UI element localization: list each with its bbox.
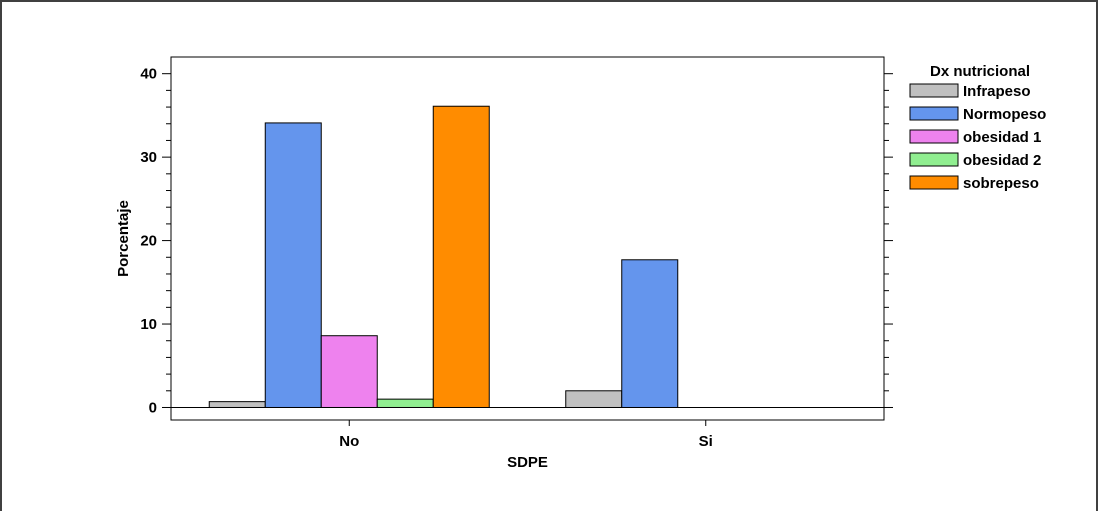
y-tick-label: 0 xyxy=(149,399,157,416)
y-ticks-layer: 0 10 20 30 40 xyxy=(140,66,893,416)
bar-normopeso xyxy=(621,259,679,408)
legend-title: Dx nutricional xyxy=(930,63,1030,80)
legend-swatch-obesidad-2 xyxy=(909,152,959,167)
legend-swatch-sobrepeso xyxy=(909,175,959,190)
y-tick-label: 30 xyxy=(140,149,157,166)
y-axis-title: Porcentaje xyxy=(115,200,132,277)
legend-label: Normopeso xyxy=(963,106,1046,123)
y-tick-label: 10 xyxy=(140,316,157,333)
legend-label: obesidad 1 xyxy=(963,129,1041,146)
y-tick-label: 40 xyxy=(140,66,157,83)
frame-border-left xyxy=(0,0,2,511)
legend-swatch-infrapeso xyxy=(909,83,959,98)
legend-label: sobrepeso xyxy=(963,175,1039,192)
plot-area-border xyxy=(170,56,885,421)
x-tick-label: Si xyxy=(699,433,713,450)
bar-normopeso xyxy=(264,122,322,408)
bar-infrapeso xyxy=(565,390,623,408)
x-axis-title: SDPE xyxy=(507,454,548,471)
axes-layer xyxy=(170,56,885,421)
x-tick-labels-layer: No Si xyxy=(339,420,713,450)
x-tick-label: No xyxy=(339,433,359,450)
bar-sobrepeso xyxy=(432,105,490,408)
frame-border-right xyxy=(1096,0,1098,511)
legend-swatch-normopeso xyxy=(909,106,959,121)
bar-obesidad-1 xyxy=(320,335,378,408)
y-tick-label: 20 xyxy=(140,233,157,250)
legend-label: obesidad 2 xyxy=(963,152,1041,169)
legend-label: Infrapeso xyxy=(963,83,1031,100)
bars-layer xyxy=(208,105,679,408)
bar-obesidad-2 xyxy=(376,398,434,408)
legend-swatch-obesidad-1 xyxy=(909,129,959,144)
bar-infrapeso xyxy=(208,401,266,408)
frame-border-top xyxy=(0,0,1098,2)
legend: Dx nutricional Infrapeso Normopeso obesida… xyxy=(909,63,1046,192)
